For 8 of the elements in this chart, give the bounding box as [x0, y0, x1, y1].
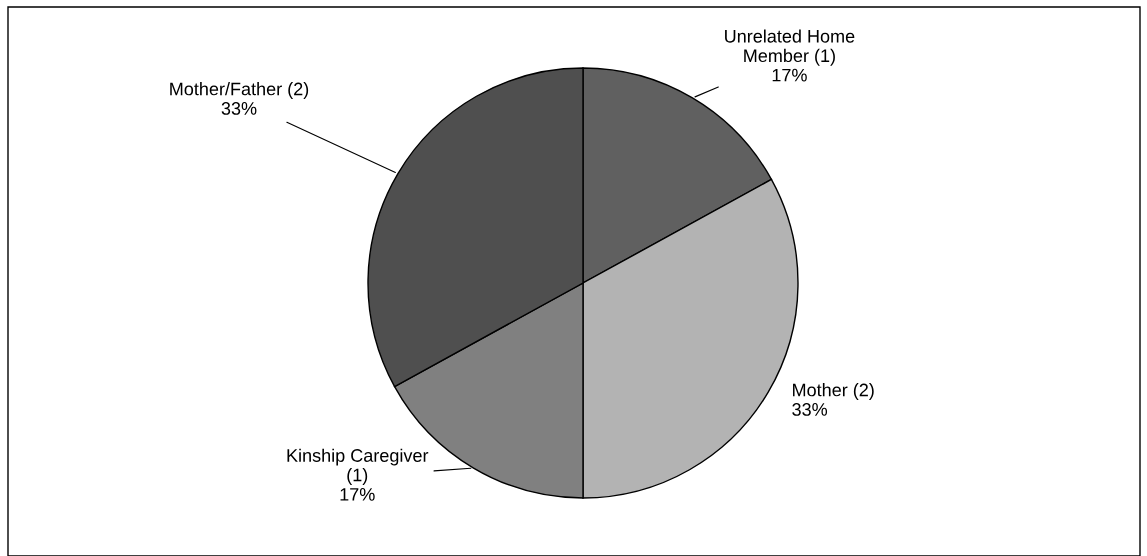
- slice-label: Unrelated Home Member (1): [725, 29, 855, 66]
- slice-label: Kinship Caregiver (1): [287, 448, 429, 485]
- slice-label: Mother (2): [793, 383, 874, 400]
- data-label: 17%: [340, 488, 375, 501]
- data-label: 33%: [221, 102, 257, 115]
- data-label: 33%: [792, 403, 828, 416]
- data-label: 17%: [772, 68, 807, 82]
- slice-label: Mother/Father (2): [170, 82, 309, 99]
